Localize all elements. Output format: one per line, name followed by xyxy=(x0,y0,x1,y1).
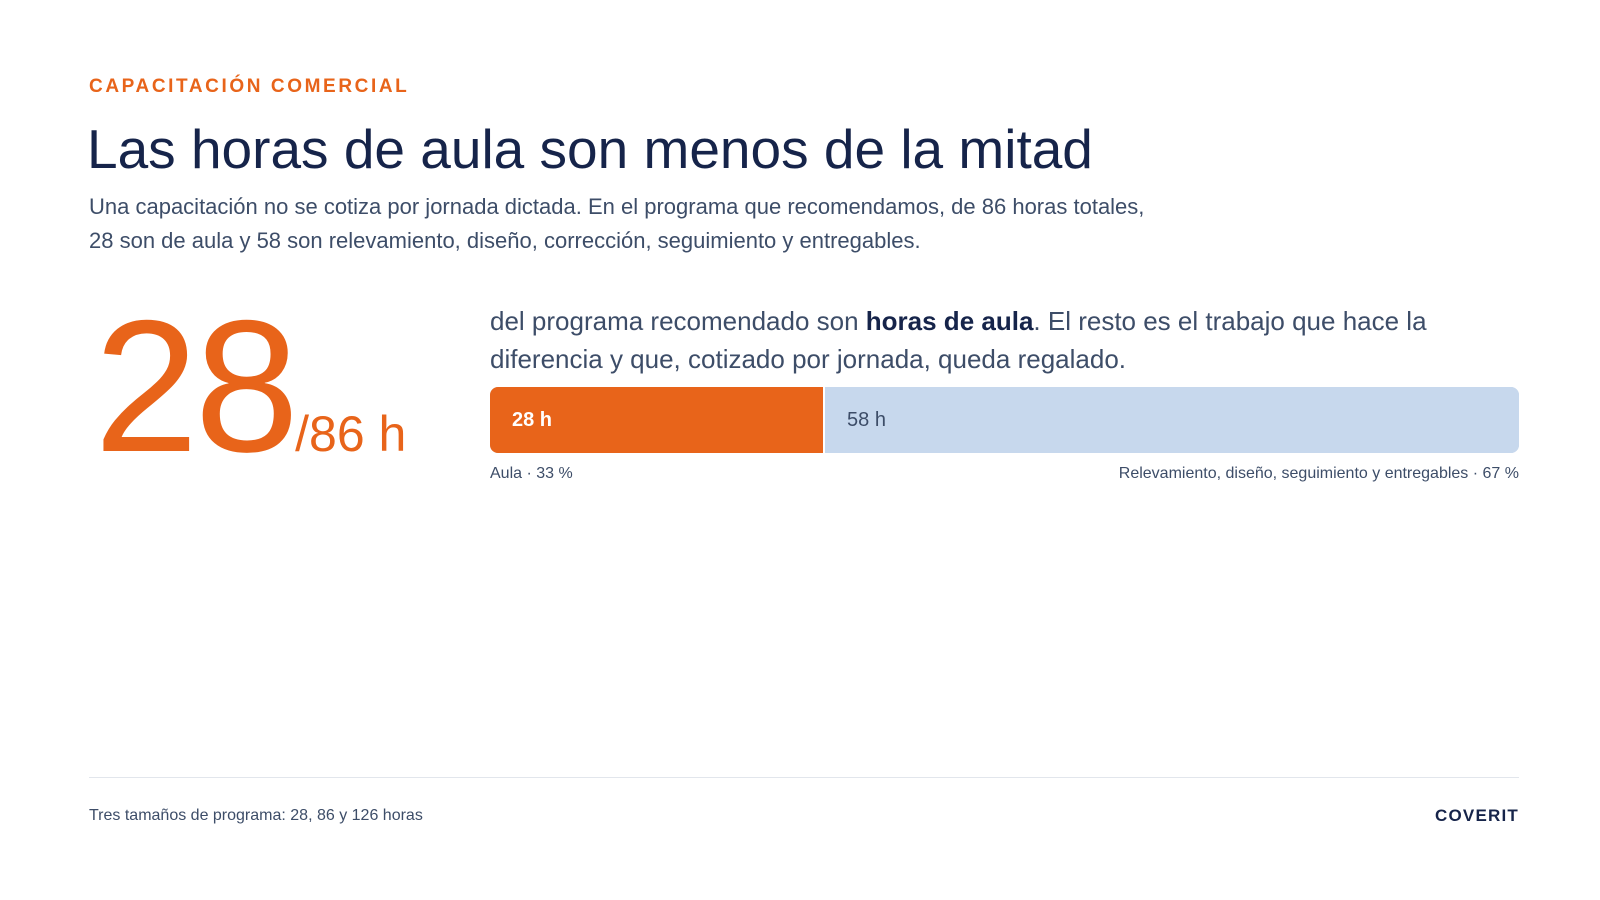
footer-note: Tres tamaños de programa: 28, 86 y 126 h… xyxy=(89,807,423,824)
bar-caption-aula: Aula · 33 % xyxy=(490,465,573,482)
bar-segment-aula-label: 28 h xyxy=(512,408,553,431)
big-stat-value: 28 xyxy=(94,281,299,491)
big-stat: 28/86 h xyxy=(94,286,406,486)
lead-text-emphasis: horas de aula xyxy=(865,306,1034,336)
page-subtitle: Una capacitación no se cotiza por jornad… xyxy=(89,190,1389,258)
bar-segment-aula: 28 h xyxy=(490,387,826,453)
footer-divider xyxy=(89,777,1519,778)
lead-text: del programa recomendado son horas de au… xyxy=(490,302,1530,378)
lead-text-before: del programa recomendado son xyxy=(490,306,866,336)
lead-text-after: . El resto es el trabajo que hace la dif… xyxy=(490,306,1427,374)
eyebrow-label: CAPACITACIÓN COMERCIAL xyxy=(89,76,410,97)
bar-segment-resto-label: 58 h xyxy=(847,408,886,431)
hours-stacked-bar: 28 h 58 h xyxy=(490,387,1519,453)
page-title: Las horas de aula son menos de la mitad xyxy=(87,118,1093,180)
subtitle-line-1: Una capacitación no se cotiza por jornad… xyxy=(89,194,1145,219)
bar-segment-resto: 58 h xyxy=(825,387,1519,453)
brand-logo: COVERIT xyxy=(1435,806,1519,825)
big-stat-unit: /86 h xyxy=(295,406,407,462)
bar-caption-resto: Relevamiento, diseño, seguimiento y entr… xyxy=(1118,465,1519,482)
subtitle-line-2: 28 son de aula y 58 son relevamiento, di… xyxy=(89,228,921,253)
